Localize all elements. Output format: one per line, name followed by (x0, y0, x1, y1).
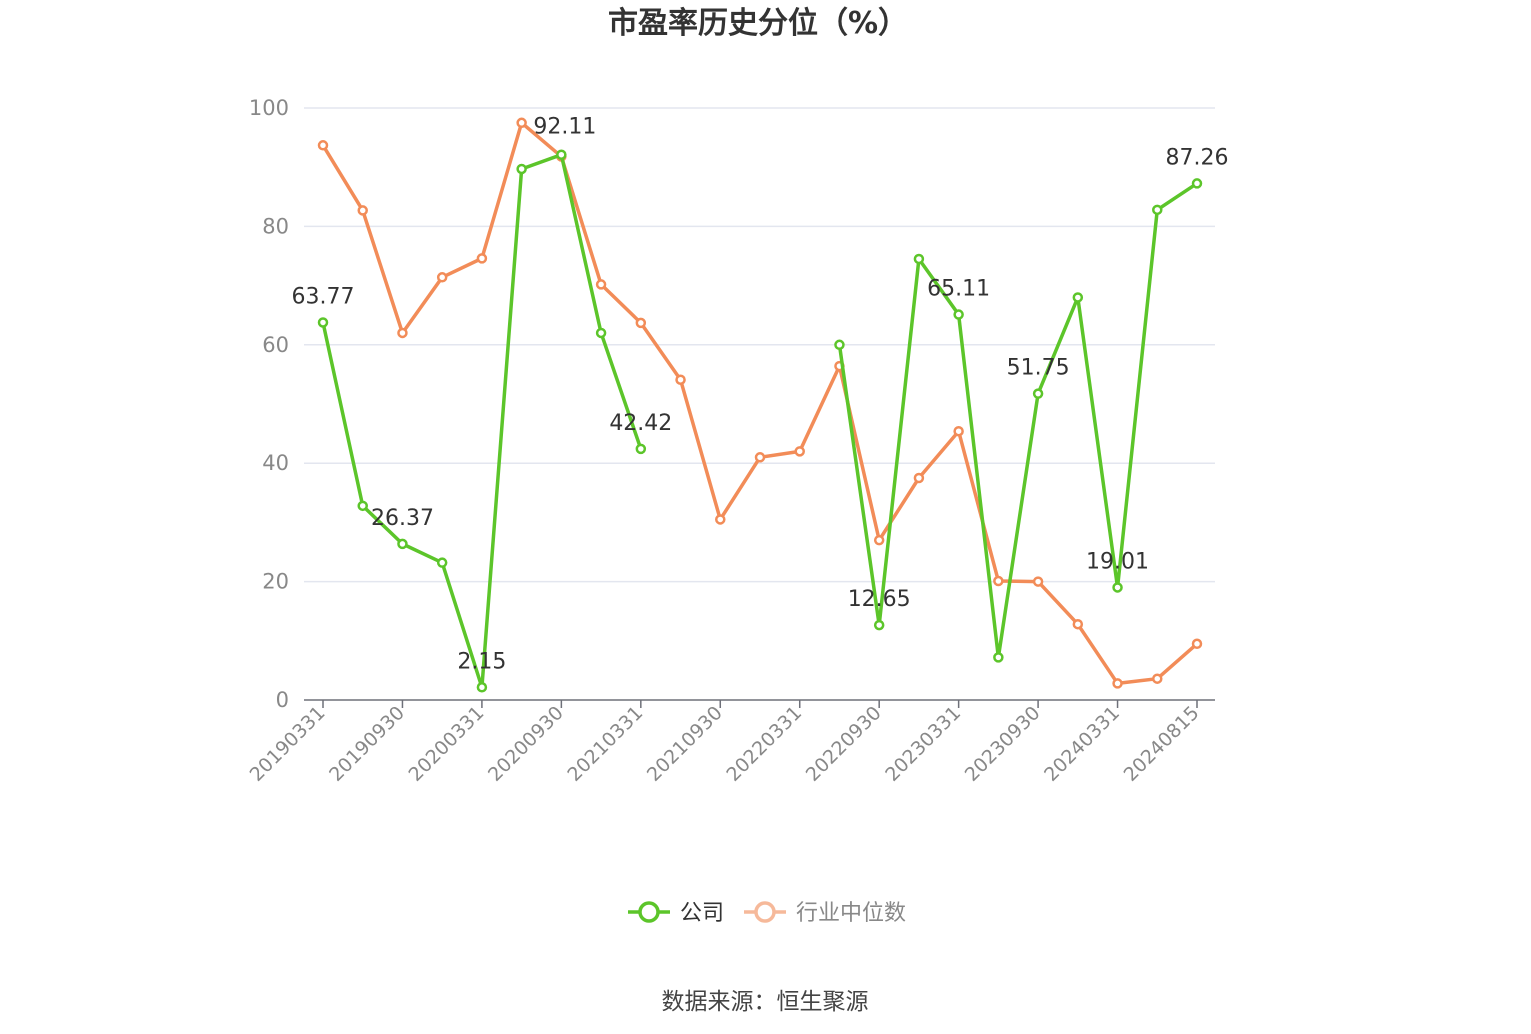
legend[interactable]: 公司 行业中位数 (628, 901, 906, 926)
legend-label: 公司 (680, 901, 724, 926)
data-point[interactable] (754, 452, 766, 463)
data-point[interactable] (675, 374, 686, 385)
data-point[interactable] (1032, 388, 1044, 399)
data-label: 2.15 (457, 649, 506, 674)
data-point[interactable] (953, 309, 964, 320)
series-1 (317, 117, 1203, 689)
data-point[interactable] (1152, 673, 1163, 684)
data-label: 63.77 (292, 284, 355, 309)
data-point[interactable] (913, 472, 925, 484)
data-label: 26.37 (371, 506, 434, 531)
data-label: 51.75 (1007, 356, 1070, 381)
data-point[interactable] (635, 317, 647, 329)
legend-label: 行业中位数 (796, 901, 906, 926)
y-tick-label: 20 (262, 570, 289, 594)
data-label: 87.26 (1166, 145, 1229, 170)
data-point[interactable] (516, 163, 527, 175)
x-tick-label: 20240331 (1040, 702, 1124, 786)
y-tick-label: 100 (249, 96, 289, 120)
data-point[interactable] (436, 272, 448, 283)
data-point[interactable] (834, 339, 845, 351)
series-0 (317, 149, 1203, 693)
data-labels: 63.77 26.37 2.15 92.11 42.42 12.65 65.11 51.75 1… (292, 115, 1229, 675)
y-tick-label: 60 (262, 333, 289, 357)
y-tick-label: 0 (276, 688, 289, 712)
legend-swatch-marker (638, 901, 660, 923)
legend-item-1[interactable]: 行业中位数 (744, 901, 906, 926)
data-point[interactable] (1072, 292, 1084, 303)
data-point[interactable] (357, 500, 368, 512)
data-point[interactable] (595, 327, 607, 339)
x-tick-label: 20190331 (246, 702, 330, 786)
data-point[interactable] (1152, 204, 1163, 216)
data-point[interactable] (635, 443, 647, 455)
x-tick-label: 20210331 (563, 702, 647, 786)
data-point[interactable] (1191, 178, 1203, 189)
series-layer (317, 117, 1203, 693)
data-point[interactable] (1191, 638, 1203, 650)
data-label: 92.11 (533, 115, 596, 140)
data-point[interactable] (794, 446, 805, 457)
data-label: 12.65 (848, 587, 911, 612)
data-point[interactable] (993, 575, 1004, 587)
data-point[interactable] (873, 619, 885, 631)
data-point[interactable] (1032, 576, 1044, 587)
data-point[interactable] (1072, 618, 1084, 630)
grid-lines (304, 107, 1215, 583)
data-point[interactable] (913, 253, 925, 265)
data-point[interactable] (436, 557, 448, 568)
data-label: 65.11 (927, 277, 990, 302)
data-point[interactable] (1112, 582, 1123, 593)
data-point[interactable] (476, 682, 488, 693)
series-line (837, 181, 1198, 660)
x-tick-label: 20230331 (881, 702, 965, 786)
x-axis: 2019033120190930202003312020093020210331… (246, 699, 1215, 786)
x-tick-label: 20230930 (961, 702, 1045, 786)
data-point[interactable] (397, 538, 408, 550)
data-point[interactable] (317, 317, 329, 328)
x-tick-label: 20200331 (404, 702, 488, 786)
data-point[interactable] (556, 149, 567, 160)
data-point[interactable] (1112, 678, 1123, 689)
x-tick-label: 20240815 (1120, 702, 1204, 786)
data-point[interactable] (715, 514, 726, 525)
y-tick-label: 80 (262, 214, 289, 238)
legend-swatch-marker (754, 901, 776, 923)
data-point[interactable] (357, 205, 368, 216)
data-label: 19.01 (1086, 549, 1149, 574)
x-tick-label: 20220331 (722, 702, 806, 786)
data-point[interactable] (476, 253, 488, 264)
data-point[interactable] (516, 117, 527, 129)
y-axis: 0 20 40 60 80 100 (249, 96, 289, 712)
data-source: 数据来源：恒生聚源 (662, 989, 869, 1015)
data-point[interactable] (953, 425, 964, 437)
data-point[interactable] (317, 140, 329, 151)
x-tick-label: 20190930 (325, 702, 409, 786)
data-label: 42.42 (609, 411, 672, 436)
x-tick-label: 20220930 (802, 702, 886, 786)
x-tick-label: 20210930 (643, 702, 727, 786)
chart-title: 市盈率历史分位（%） (608, 6, 908, 41)
data-point[interactable] (993, 652, 1004, 663)
legend-item-0[interactable]: 公司 (628, 901, 724, 926)
data-point[interactable] (595, 279, 607, 290)
data-point[interactable] (873, 534, 885, 546)
x-tick-label: 20200930 (484, 702, 568, 786)
data-point[interactable] (397, 327, 408, 339)
y-tick-label: 40 (262, 451, 289, 475)
